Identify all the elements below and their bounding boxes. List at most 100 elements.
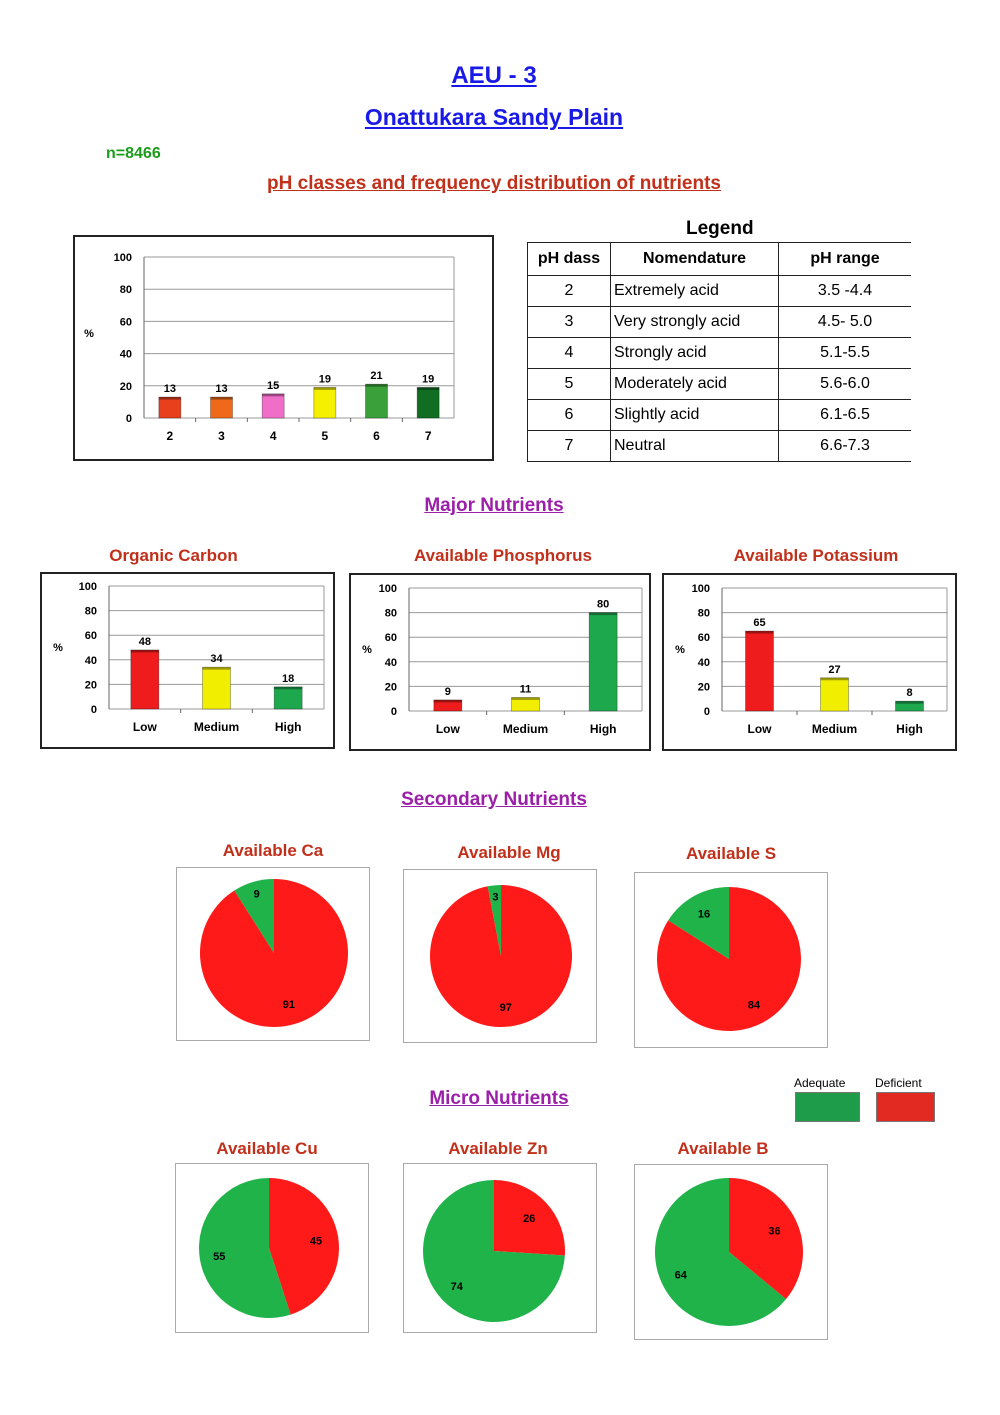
pie-slice-deficient: [199, 879, 348, 1027]
ph-bar-chart: 0 20 40 60 80 100% 13 2 13 3 15 4 19 5 21 6 19 7: [84, 252, 455, 443]
bar-top-edge: [158, 397, 181, 400]
section-heading-micro: Micro Nutrients: [429, 1088, 569, 1109]
p-chart-frame: 0 20 40 60 80 100% 9 Low 11 Medium 80 High: [349, 573, 651, 751]
data-label: 65: [753, 617, 765, 629]
section-heading-secondary: Secondary Nutrients: [401, 789, 587, 810]
data-label-adequate: 16: [698, 909, 710, 921]
y-tick-label: 100: [692, 583, 710, 595]
x-tick-label: 2: [166, 429, 173, 443]
y-tick-label: 60: [85, 630, 97, 642]
mg-pie-chart: 97 3: [430, 885, 572, 1027]
s-pie-frame: 84 16: [634, 872, 828, 1048]
legend-nomenclature: Very strongly acid: [610, 306, 779, 338]
pie-slice-adequate: [234, 879, 274, 953]
data-label-deficient: 36: [768, 1226, 780, 1238]
adequate-swatch: [795, 1092, 860, 1122]
y-tick-label: 40: [120, 349, 132, 361]
pie-slice-deficient: [269, 1178, 339, 1315]
ca-pie-chart: 91 9: [199, 879, 348, 1027]
zn-pie-frame: 26 74: [403, 1163, 597, 1333]
data-label-deficient: 26: [523, 1213, 535, 1225]
section-heading-major: Major Nutrients: [424, 495, 564, 516]
data-label-adequate: 74: [451, 1281, 464, 1293]
bar-top-edge: [274, 686, 303, 690]
pie-slice-adequate: [198, 1178, 291, 1318]
legend-range: 6.1-6.5: [778, 399, 911, 431]
y-tick-label: 0: [704, 706, 710, 718]
y-tick-label: 100: [379, 583, 397, 595]
x-tick-label: 6: [373, 429, 380, 443]
y-axis-label: %: [675, 644, 685, 656]
y-tick-label: 60: [698, 632, 710, 644]
oc-chart-frame: 0 20 40 60 80 100% 48 Low 34 Medium 18 High: [40, 572, 335, 749]
bar: [365, 383, 388, 419]
x-tick-label: High: [896, 722, 923, 736]
s-pie-chart: 84 16: [657, 887, 801, 1031]
bar: [210, 396, 233, 419]
data-label: 9: [445, 686, 451, 698]
y-tick-label: 40: [385, 657, 397, 669]
y-tick-label: 40: [85, 655, 97, 667]
legend-range: 4.5- 5.0: [778, 306, 911, 338]
data-label: 21: [370, 370, 382, 382]
bar: [313, 387, 337, 419]
legend-nomenclature: Strongly acid: [610, 337, 779, 369]
chart-title-ca: Available Ca: [222, 841, 324, 860]
bar: [158, 396, 182, 419]
bar-top-edge: [417, 387, 440, 390]
deficient-label: Deficient: [875, 1076, 922, 1090]
legend-header-class: pH dass: [527, 242, 611, 276]
k-chart-frame: 0 20 40 60 80 100% 65 Low 27 Medium 8 High: [662, 573, 957, 751]
ca-pie-frame: 91 9: [176, 867, 370, 1041]
y-axis-label: %: [362, 644, 372, 656]
legend-range: 5.1-5.5: [778, 337, 911, 369]
bar-top-edge: [433, 699, 462, 703]
oc-bar-chart: 0 20 40 60 80 100% 48 Low 34 Medium 18 High: [53, 581, 325, 734]
data-label: 13: [164, 383, 176, 395]
bar: [273, 686, 303, 710]
data-label: 27: [828, 664, 840, 676]
bar-top-edge: [511, 697, 540, 700]
ph-chart-frame: 0 20 40 60 80 100% 13 2 13 3 15 4 19 5 21 6 19 7: [73, 235, 494, 461]
y-tick-label: 20: [85, 679, 97, 691]
data-label: 19: [319, 373, 331, 385]
bar-top-edge: [210, 397, 233, 400]
sample-count: n=8466: [106, 145, 161, 162]
data-label-deficient: 84: [748, 999, 761, 1011]
legend-class: 4: [527, 337, 611, 369]
chart-title-k: Available Potassium: [733, 546, 899, 565]
legend-class: 6: [527, 399, 611, 431]
bar: [261, 393, 285, 419]
bar-top-edge: [745, 631, 774, 634]
y-tick-label: 100: [114, 252, 132, 264]
bar: [202, 666, 231, 710]
y-tick-label: 20: [385, 681, 397, 693]
y-tick-label: 60: [385, 632, 397, 644]
data-label-adequate: 9: [254, 888, 260, 900]
legend-range: 3.5 -4.4: [778, 275, 911, 307]
bar: [130, 649, 160, 710]
pie-slice-adequate: [655, 1178, 787, 1326]
legend-row: 2 Extremely acid 3.5 -4.4: [527, 275, 911, 307]
k-bar-chart: 0 20 40 60 80 100% 65 Low 27 Medium 8 High: [675, 583, 948, 736]
data-label: 48: [139, 636, 151, 648]
x-tick-label: 5: [321, 429, 328, 443]
ph-legend-table: pH dass Nomendature pH range 2 Extremely …: [527, 242, 911, 462]
x-tick-label: Low: [133, 720, 158, 734]
y-tick-label: 80: [120, 284, 132, 296]
x-tick-label: Medium: [812, 722, 857, 736]
y-tick-label: 0: [126, 413, 132, 425]
legend-row: 7 Neutral 6.6-7.3: [527, 430, 911, 462]
chart-title-s: Available S: [685, 844, 777, 863]
y-tick-label: 100: [79, 581, 97, 593]
bar: [416, 387, 440, 419]
page-subtitle: Onattukara Sandy Plain: [364, 104, 624, 130]
y-tick-label: 40: [698, 657, 710, 669]
y-tick-label: 0: [91, 704, 97, 716]
y-tick-label: 80: [385, 608, 397, 620]
chart-title-oc: Organic Carbon: [109, 546, 238, 565]
chart-title-mg: Available Mg: [457, 843, 561, 862]
legend-range: 5.6-6.0: [778, 368, 911, 400]
legend-header-range: pH range: [778, 242, 911, 276]
legend-nomenclature: Slightly acid: [610, 399, 779, 431]
